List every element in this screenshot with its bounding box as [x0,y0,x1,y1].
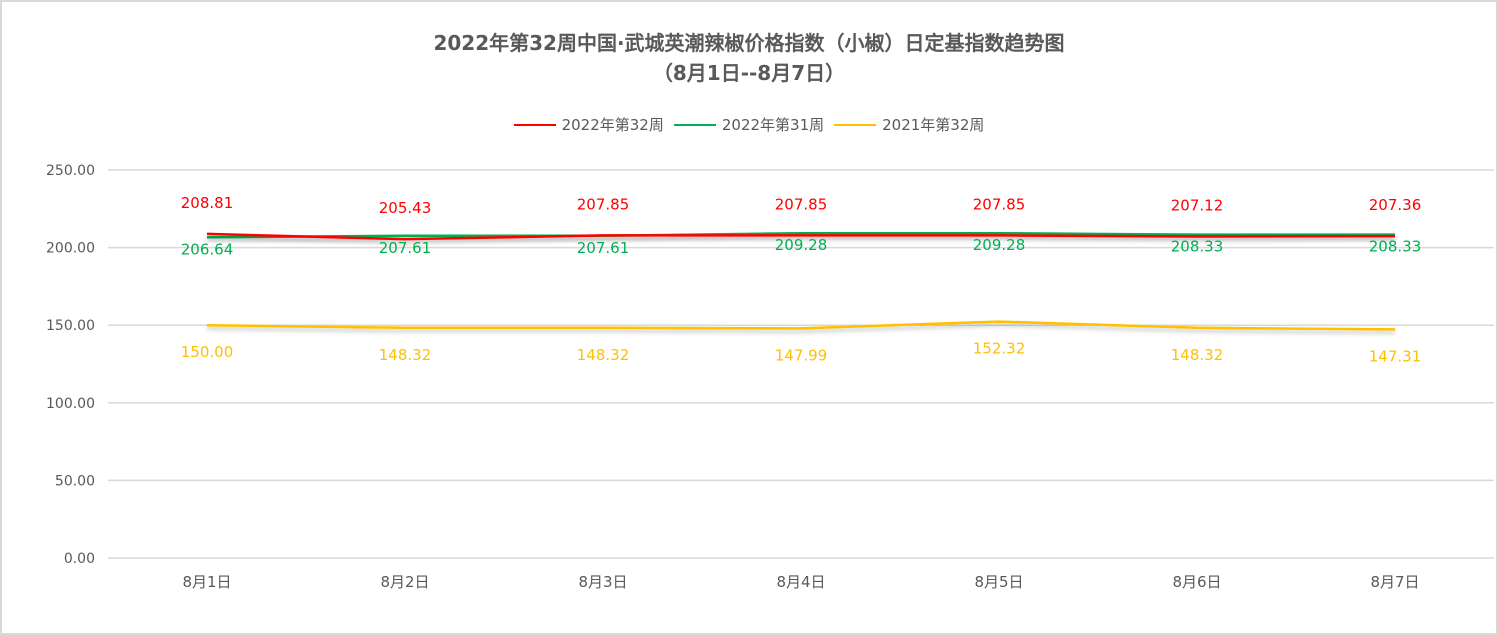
data-label: 208.33 [1369,238,1422,256]
y-tick-label: 150.00 [46,318,95,334]
data-label: 207.85 [577,195,630,213]
legend-swatch-yellow [834,123,877,126]
data-label: 147.99 [775,346,828,364]
data-labels: 208.81 205.43 207.85 207.85 207.85 207.12 207.… [181,194,1422,365]
data-label: 147.31 [1369,347,1422,365]
y-axis: 0.00 50.00 100.00 150.00 200.00 250.00 [46,163,95,567]
y-tick-label: 50.00 [55,473,95,489]
data-label: 148.32 [577,346,630,364]
legend-item-2022-w31[interactable]: 2022年第31周 [673,114,825,135]
x-tick-label: 8月6日 [1172,573,1221,591]
data-label: 208.81 [181,194,234,212]
x-tick-label: 8月1日 [182,573,231,591]
data-label: 152.32 [973,340,1026,358]
legend-item-2022-w32[interactable]: 2022年第32周 [513,114,664,135]
legend-item-2021-w32[interactable]: 2021年第32周 [834,114,984,135]
legend-label: 2022年第32周 [561,116,664,134]
chart-title: 2022年第32周中国·武城英潮辣椒价格指数（小椒）日定基指数趋势图 （8月1日… [0,28,1498,88]
series-line [206,320,1396,331]
data-label: 207.61 [577,239,630,257]
legend-swatch-green [673,123,716,126]
x-tick-label: 8月3日 [578,573,627,591]
y-tick-label: 0.00 [64,551,95,567]
series-line [206,231,1395,239]
legend-label: 2021年第32周 [882,116,985,134]
data-label: 205.43 [379,199,432,217]
data-label: 209.28 [973,236,1026,254]
data-label: 207.61 [379,239,432,257]
x-axis: 8月1日 8月2日 8月3日 8月4日 8月5日 8月6日 8月7日 [182,573,1419,591]
data-label: 207.12 [1171,197,1224,215]
chart-title-line2: （8月1日--8月7日） [652,61,846,85]
data-label: 208.33 [1171,238,1224,256]
series-lines [206,231,1396,331]
data-label: 148.32 [379,346,432,364]
y-tick-label: 100.00 [46,396,95,412]
data-label: 207.85 [973,195,1026,213]
chart-legend: 2022年第32周 2022年第31周 2021年第32周 [0,114,1498,135]
data-label: 209.28 [775,236,828,254]
x-tick-label: 8月5日 [974,573,1023,591]
series-line [206,232,1396,241]
x-tick-label: 8月4日 [776,573,825,591]
y-tick-label: 200.00 [46,241,95,257]
chart-title-line1: 2022年第32周中国·武城英潮辣椒价格指数（小椒）日定基指数趋势图 [433,31,1065,55]
x-tick-label: 8月7日 [1370,573,1419,591]
legend-swatch-red [513,123,556,126]
data-label: 148.32 [1171,346,1224,364]
legend-label: 2022年第31周 [721,116,825,134]
data-label: 150.00 [181,343,234,361]
data-label: 207.36 [1369,196,1422,214]
data-label: 206.64 [181,240,234,258]
y-tick-label: 250.00 [46,163,95,179]
x-tick-label: 8月2日 [380,573,429,591]
data-label: 207.85 [775,195,828,213]
gridlines [108,169,1494,559]
